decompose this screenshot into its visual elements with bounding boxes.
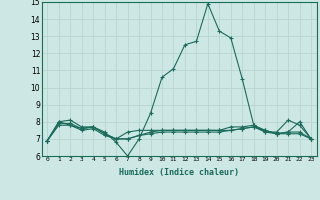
X-axis label: Humidex (Indice chaleur): Humidex (Indice chaleur)	[119, 168, 239, 177]
